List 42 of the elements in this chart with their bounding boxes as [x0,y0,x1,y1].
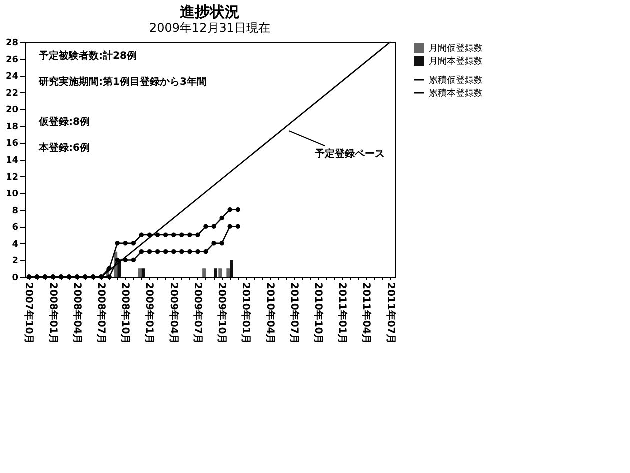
y-tick-label: 12 [6,172,18,183]
x-tick-label: 2010年10月 [312,282,324,344]
x-tick-label: 2008年10月 [120,282,132,344]
x-tick-label: 2008年04月 [71,282,84,344]
y-tick-label: 6 [12,223,18,234]
x-tick-label: 2011年04月 [360,282,373,344]
x-tick-label: 2007年10月 [23,282,36,344]
y-tick-label: 0 [12,274,18,284]
annotation: 研究実施期間:第1例目登録から3年間 [38,76,207,88]
y-tick-label: 2 [12,256,18,267]
y-tick-label: 14 [6,156,18,166]
legend-label: 月間仮登録数 [429,43,483,54]
y-tick-label: 16 [6,139,18,150]
chart-subtitle: 2009年12月31日現在 [149,21,271,35]
x-tick-label: 2010年01月 [240,282,252,344]
legend-label: 累積本登録数 [429,88,483,99]
annotation: 仮登録:8例 [38,116,90,128]
y-tick-label: 22 [6,88,18,99]
y-tick-label: 4 [12,240,18,250]
x-tick-label: 2011年07月 [384,282,397,344]
x-tick-label: 2009年10月 [216,282,228,344]
y-tick-label: 8 [12,206,18,216]
x-tick-label: 2009年04月 [168,282,180,344]
x-tick-label: 2008年07月 [96,282,108,344]
x-tick-label: 2010年07月 [288,282,300,344]
y-tick-label: 24 [6,72,18,82]
x-tick-label: 2009年07月 [192,282,204,344]
x-tick-label: 2011年01月 [336,282,349,344]
legend-label: 累積仮登録数 [429,75,483,86]
y-tick-label: 18 [6,122,18,132]
annotation: 予定被験者数:計28例 [38,50,137,62]
x-tick-label: 2009年01月 [144,282,156,344]
y-tick-label: 28 [6,38,18,48]
annotation: 本登録:6例 [38,142,90,154]
x-tick-label: 2008年01月 [47,282,60,344]
chart-title: 進捗状況 [179,3,240,21]
y-tick-label: 10 [6,190,18,200]
legend-label: 月間本登録数 [429,56,483,67]
annotation: 予定登録ペース [314,148,385,160]
x-tick-label: 2010年04月 [264,282,276,344]
y-tick-label: 20 [6,106,18,116]
y-tick-label: 26 [6,55,18,66]
